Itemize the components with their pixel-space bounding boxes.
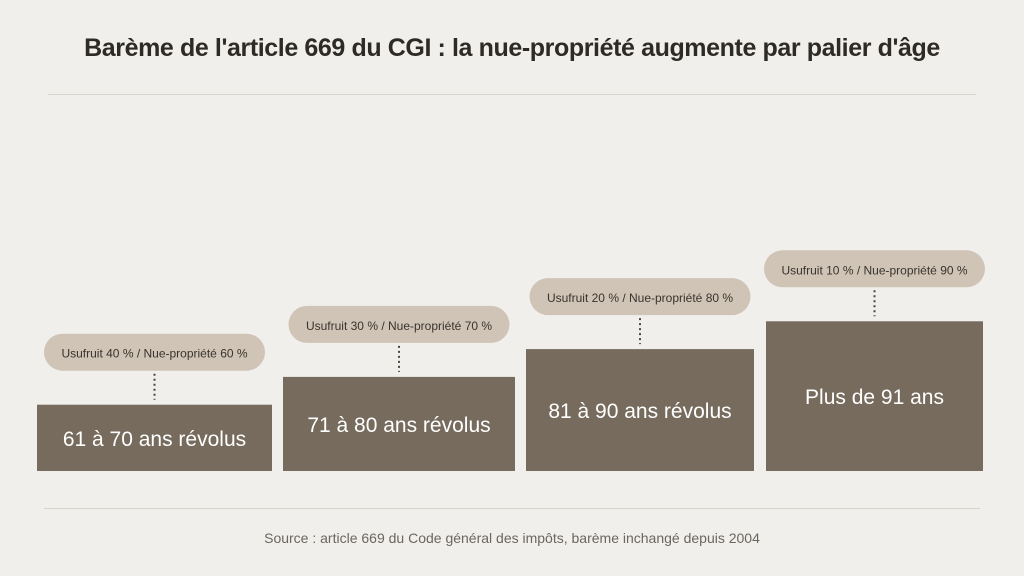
source-note: Source : article 669 du Code général des… bbox=[264, 530, 760, 546]
bar bbox=[526, 349, 754, 471]
annotation-pill bbox=[44, 333, 265, 371]
bar-label: 71 à 80 ans révolus bbox=[307, 414, 490, 437]
annotation-label: Usufruit 40 % / Nue-propriété 60 % bbox=[61, 347, 247, 361]
bar bbox=[37, 404, 272, 471]
bar-label: 61 à 70 ans révolus bbox=[63, 428, 246, 451]
annotation-label: Usufruit 30 % / Nue-propriété 70 % bbox=[306, 319, 492, 333]
footer-divider bbox=[44, 508, 980, 509]
chart-title: Barème de l'article 669 du CGI : la nue-… bbox=[84, 34, 940, 62]
annotation-pill bbox=[529, 278, 751, 316]
bar bbox=[283, 376, 515, 471]
annotation-pill bbox=[764, 250, 985, 288]
annotation-pill bbox=[288, 305, 510, 343]
annotation-label: Usufruit 10 % / Nue-propriété 90 % bbox=[781, 263, 967, 277]
annotation-label: Usufruit 20 % / Nue-propriété 80 % bbox=[547, 291, 733, 305]
bar-label: 81 à 90 ans révolus bbox=[548, 400, 731, 423]
title-divider bbox=[48, 94, 976, 95]
bar-label: Plus de 91 ans bbox=[805, 386, 944, 409]
bar bbox=[766, 321, 983, 471]
